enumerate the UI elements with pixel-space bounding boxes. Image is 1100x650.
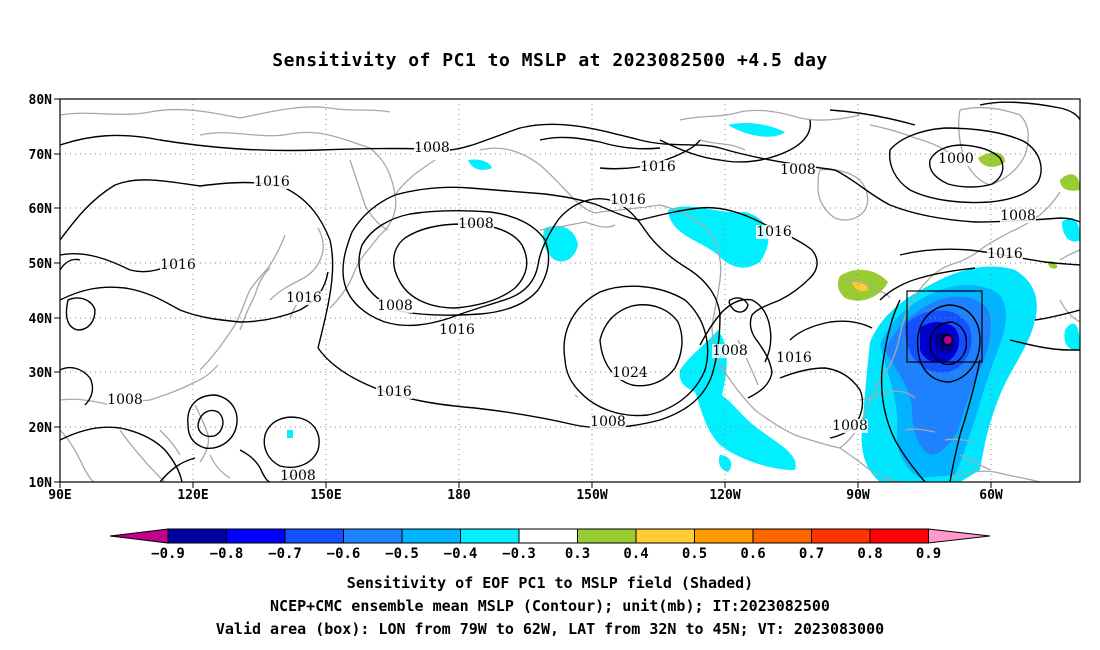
contour-label: 1008 xyxy=(1000,208,1036,224)
colorbar-swatch xyxy=(577,528,637,544)
colorbar-swatch xyxy=(518,528,578,544)
colorbar-swatch xyxy=(226,528,286,544)
colorbar-label: 0.8 xyxy=(857,546,882,562)
lon-label: 150E xyxy=(310,488,341,503)
contour-label: 1008 xyxy=(590,414,626,430)
contour-label: 1016 xyxy=(756,224,792,240)
colorbar-label: −0.4 xyxy=(444,546,478,562)
lat-label: 60N xyxy=(29,202,53,217)
colorbar-swatch xyxy=(694,528,754,544)
shade-patch-cyan xyxy=(287,430,293,438)
contour-label: 1008 xyxy=(107,392,143,408)
footer-line-3: Valid area (box): LON from 79W to 62W, L… xyxy=(215,620,885,638)
shade-patch-cyan xyxy=(728,122,785,137)
contour-label: 1016 xyxy=(640,159,676,175)
contour-label: 1016 xyxy=(776,350,812,366)
contour-label: 1016 xyxy=(254,174,290,190)
chart-title: Sensitivity of PC1 to MSLP at 2023082500… xyxy=(272,50,828,71)
lat-lon-grid xyxy=(60,99,1080,482)
colorbar-swatch xyxy=(284,528,344,544)
contour-label: 1016 xyxy=(610,192,646,208)
lat-label: 40N xyxy=(29,312,53,327)
colorbar-swatch xyxy=(752,528,812,544)
shade-patch-cyan xyxy=(718,455,732,472)
colorbar-label: −0.8 xyxy=(210,546,244,562)
contour-label: 1008 xyxy=(458,216,494,232)
colorbar-low-arrow xyxy=(109,528,169,544)
shade-patch-cyan xyxy=(468,159,492,170)
colorbar-label: 0.6 xyxy=(740,546,765,562)
contour-label: 1000 xyxy=(938,151,974,167)
colorbar-label: −0.5 xyxy=(385,546,419,562)
colorbar: −0.9 −0.8 −0.7 −0.6 −0.5 −0.4 −0.3 0.3 0.4 0.5 0.6… xyxy=(109,528,991,562)
lon-label: 120E xyxy=(177,488,208,503)
shade-patch-cyan xyxy=(679,330,796,470)
lat-label: 50N xyxy=(29,257,53,272)
map-frame xyxy=(59,98,1081,483)
colorbar-label: −0.3 xyxy=(502,546,536,562)
lon-label: 90W xyxy=(846,488,870,503)
shade-patch-cyan xyxy=(668,206,769,268)
contour-label: 1008 xyxy=(780,162,816,178)
colorbar-swatch xyxy=(167,528,227,544)
lat-label: 30N xyxy=(29,366,53,381)
lat-label: 80N xyxy=(29,93,53,108)
shade-patch-cyan xyxy=(1062,217,1080,242)
colorbar-swatch xyxy=(635,528,695,544)
footer-line-1: Sensitivity of EOF PC1 to MSLP field (Sh… xyxy=(346,574,754,592)
colorbar-label: 0.4 xyxy=(623,546,648,562)
shade-patch-cyan xyxy=(542,225,578,262)
colorbar-label: −0.6 xyxy=(327,546,361,562)
contour-label: 1016 xyxy=(160,257,196,273)
colorbar-label: 0.9 xyxy=(916,546,941,562)
lat-label: 70N xyxy=(29,148,53,163)
contour-label: 1016 xyxy=(987,246,1023,262)
colorbar-label: −0.9 xyxy=(151,546,185,562)
contour-label: 1008 xyxy=(280,468,316,484)
axis-ticks xyxy=(54,98,992,488)
contour-label: 1008 xyxy=(414,140,450,156)
colorbar-swatch xyxy=(460,528,520,544)
contour-label: 1008 xyxy=(832,418,868,434)
longitude-labels: 90E 120E 150E 180 150W 120W 90W 60W xyxy=(48,488,1003,503)
colorbar-label: 0.3 xyxy=(565,546,590,562)
contour-label: 1024 xyxy=(612,365,648,381)
contour-label: 1016 xyxy=(376,384,412,400)
lat-label: 20N xyxy=(29,421,53,436)
contour-label: 1016 xyxy=(286,290,322,306)
latitude-labels: 80N 70N 60N 50N 40N 30N 20N 10N xyxy=(29,93,53,491)
colorbar-swatch xyxy=(343,528,403,544)
footer-line-2: NCEP+CMC ensemble mean MSLP (Contour); u… xyxy=(270,597,830,615)
lon-label: 150W xyxy=(576,488,607,503)
valid-area-box xyxy=(906,290,983,363)
colorbar-label: 0.5 xyxy=(682,546,707,562)
lon-label: 60W xyxy=(979,488,1003,503)
lon-label: 180 xyxy=(447,488,471,503)
colorbar-swatch xyxy=(811,528,871,544)
contour-label: 1008 xyxy=(712,343,748,359)
shade-patch-green xyxy=(1060,174,1080,191)
colorbar-high-arrow xyxy=(928,528,991,544)
contour-labels: 1008 1016 1016 1016 1008 1008 1016 1016 1008 1016… xyxy=(107,140,1036,484)
lon-label: 120W xyxy=(709,488,740,503)
colorbar-label: −0.7 xyxy=(268,546,302,562)
lon-label: 90E xyxy=(48,488,71,503)
lat-label: 10N xyxy=(29,476,53,491)
shade-peak-magenta xyxy=(944,336,952,344)
contour-label: 1008 xyxy=(377,298,413,314)
contour-label: 1016 xyxy=(439,322,475,338)
colorbar-swatch xyxy=(869,528,929,544)
colorbar-label: 0.7 xyxy=(799,546,824,562)
coastlines xyxy=(60,106,1080,482)
shade-patch-cyan xyxy=(1064,323,1080,351)
colorbar-swatch xyxy=(401,528,461,544)
